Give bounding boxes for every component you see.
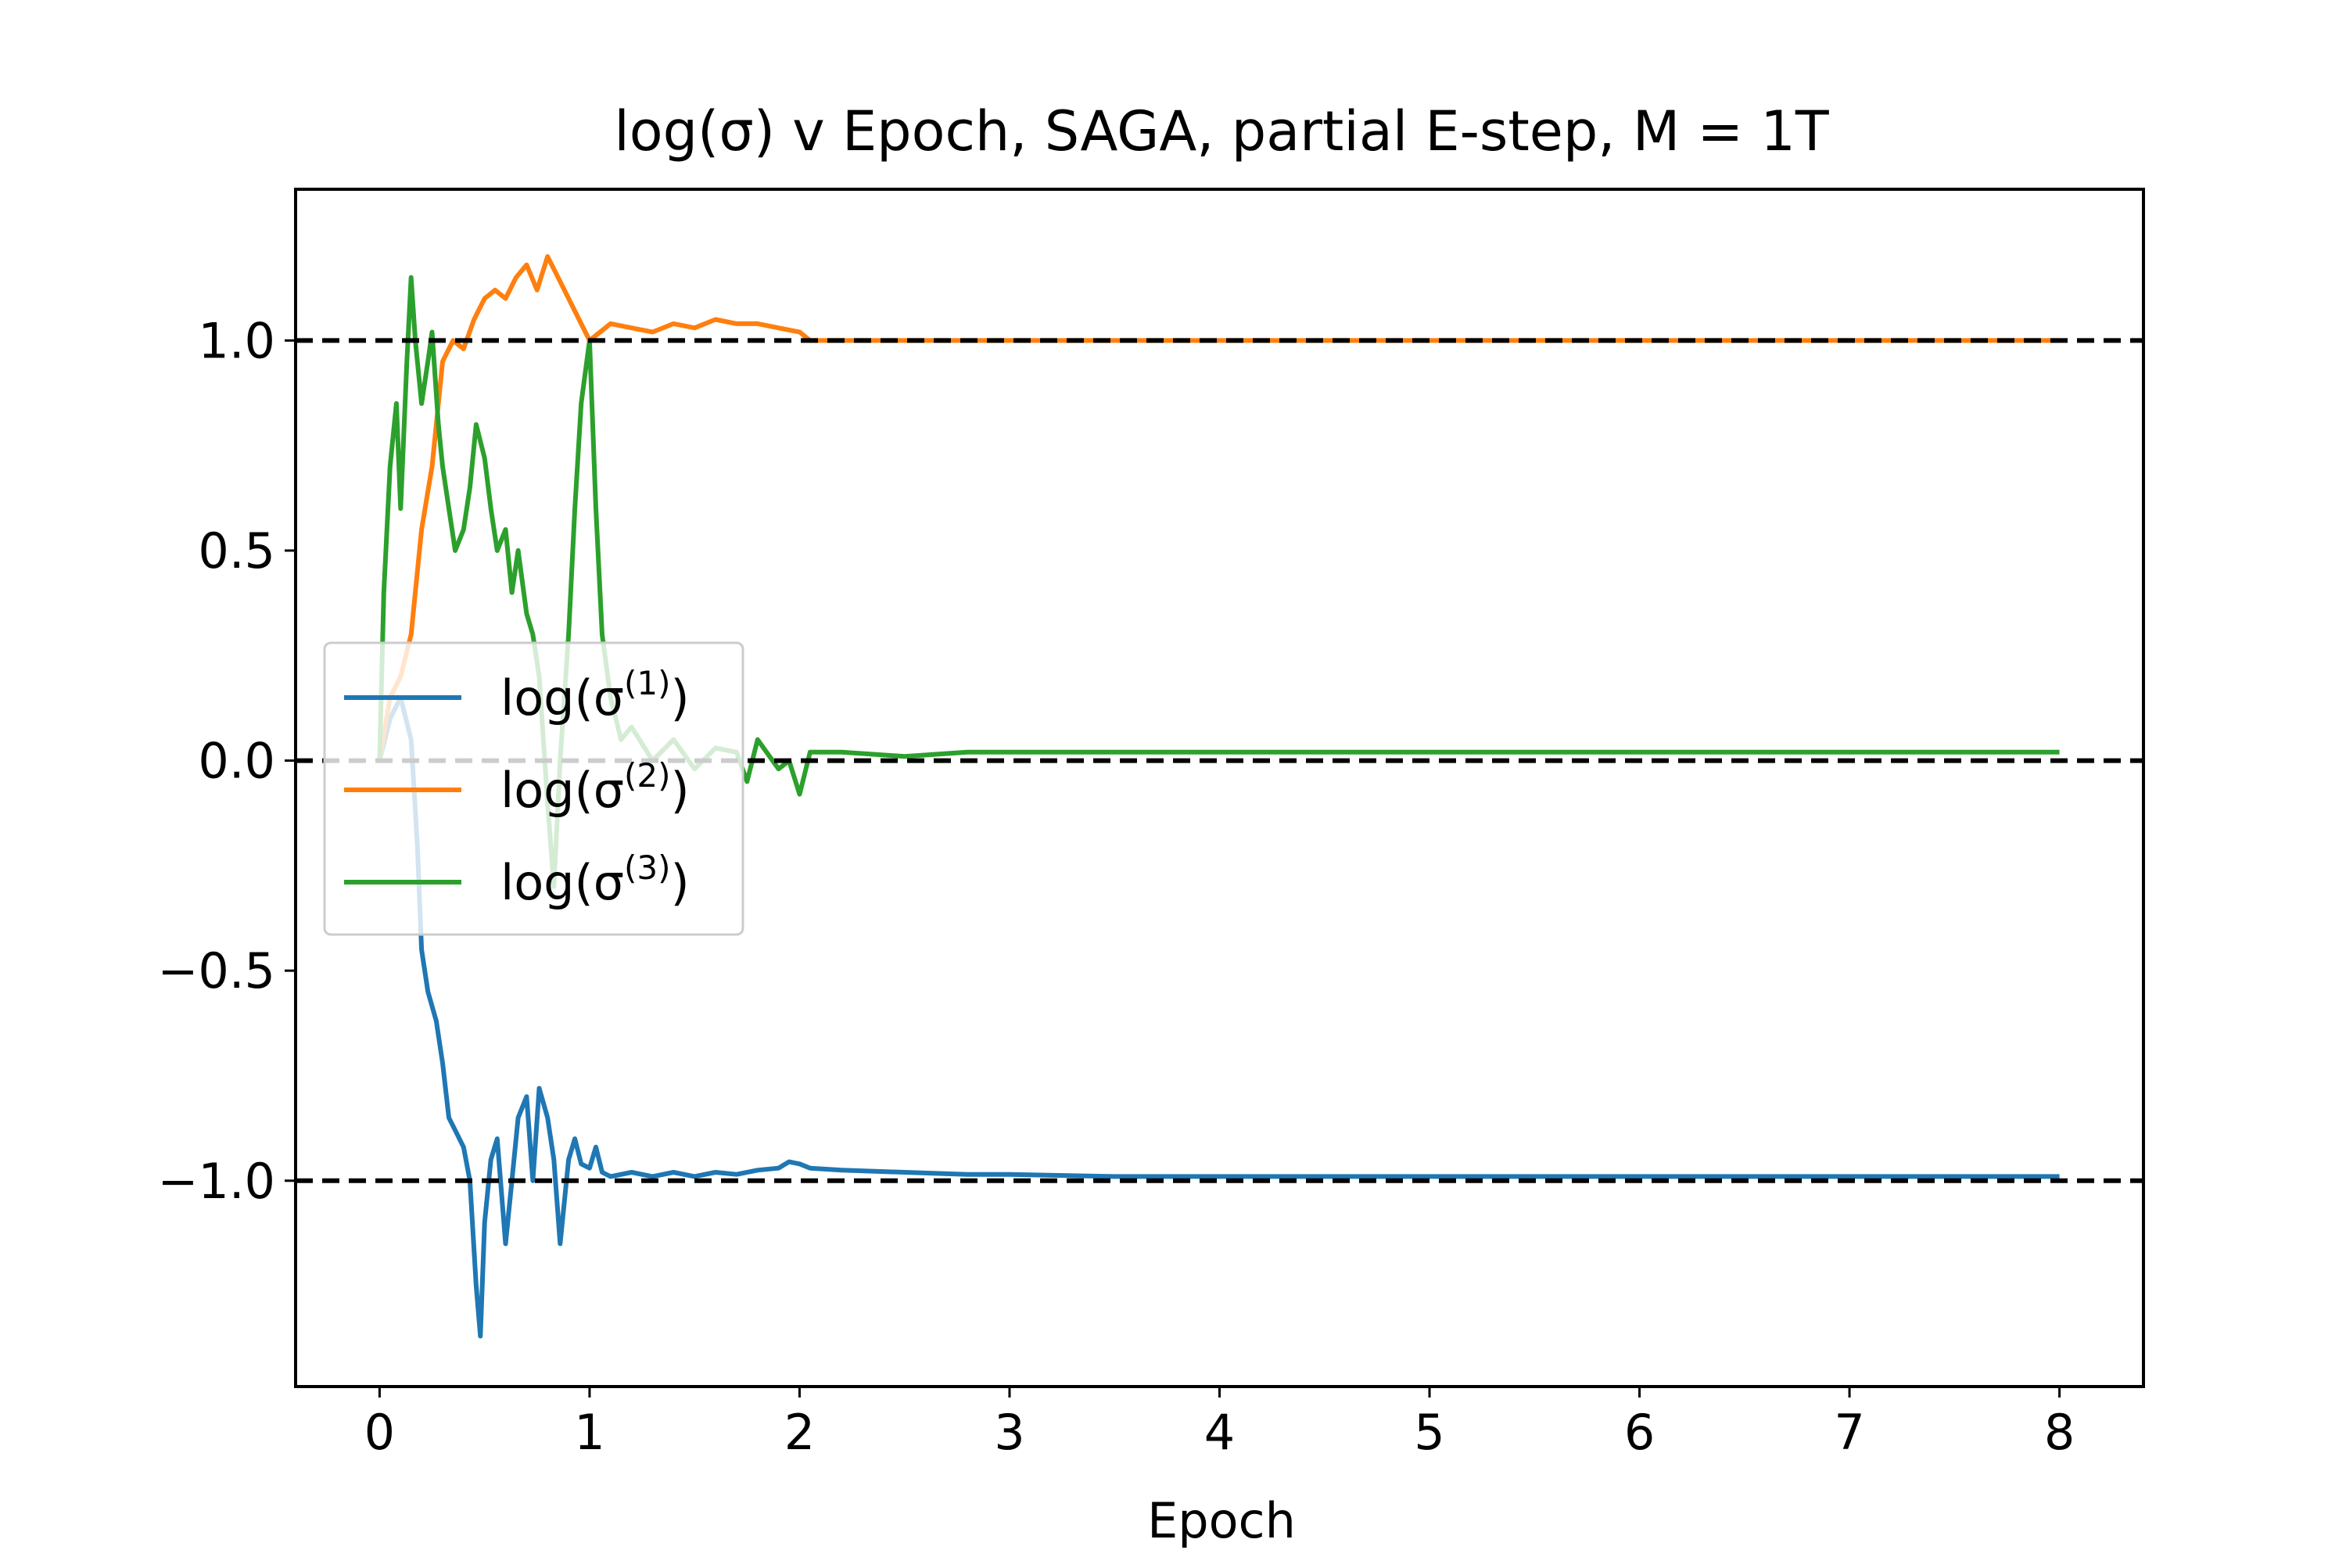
x-tick-label: 3: [994, 1404, 1024, 1461]
x-axis-label: Epoch: [1147, 1492, 1296, 1549]
legend-label: log(σ(2)): [500, 756, 690, 819]
x-tick-label: 6: [1624, 1404, 1655, 1461]
legend-box: [323, 641, 744, 936]
x-tick-label: 5: [1414, 1404, 1444, 1461]
x-tick-label: 2: [784, 1404, 815, 1461]
x-tick-label: 1: [574, 1404, 604, 1461]
y-tick-label: −0.5: [157, 942, 275, 999]
series-line-1: [377, 695, 2060, 1339]
y-tick-label: 0.5: [198, 522, 275, 579]
y-tick-label: −1.0: [157, 1153, 275, 1210]
x-tick-label: 7: [1834, 1404, 1864, 1461]
y-tick-label: 1.0: [198, 312, 275, 369]
x-axis: 0 1 2 3 4 5 6 7 8: [364, 1387, 2075, 1461]
chart-title: log(σ) v Epoch, SAGA, partial E-step, M …: [614, 99, 1829, 163]
x-tick-label: 8: [2044, 1404, 2075, 1461]
x-tick-label: 4: [1204, 1404, 1235, 1461]
y-axis: −1.0 −0.5 0.0 0.5 1.0: [157, 312, 296, 1210]
legend: log(σ(1)) log(σ(2)) log(σ(3)): [323, 641, 744, 936]
legend-label: log(σ(1)): [500, 664, 690, 727]
legend-label: log(σ(3)): [500, 849, 690, 911]
x-tick-label: 0: [364, 1404, 395, 1461]
y-tick-label: 0.0: [198, 733, 275, 790]
